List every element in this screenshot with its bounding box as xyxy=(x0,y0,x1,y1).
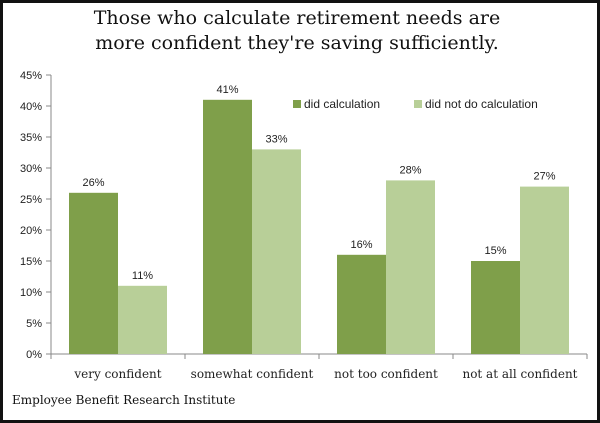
bar-did-calculation xyxy=(203,99,252,354)
data-label: 28% xyxy=(399,164,421,176)
legend-label: did not do calculation xyxy=(425,97,538,111)
bar-did-not-do-calculation xyxy=(252,149,301,354)
chart-title-line-2: more confident they're saving sufficient… xyxy=(95,32,499,54)
legend-swatch xyxy=(414,100,422,108)
bar-did-not-do-calculation xyxy=(386,180,435,354)
y-tick-label: 0% xyxy=(26,349,42,361)
data-label: 16% xyxy=(350,239,372,251)
y-tick-label: 15% xyxy=(20,256,42,268)
y-tick-label: 5% xyxy=(26,318,42,330)
y-tick-label: 30% xyxy=(20,163,42,175)
bar-did-calculation xyxy=(471,261,520,354)
legend-label: did calculation xyxy=(304,97,380,111)
bar-did-calculation xyxy=(69,192,118,354)
y-tick-label: 25% xyxy=(20,194,42,206)
bar-did-calculation xyxy=(337,254,386,354)
data-label: 11% xyxy=(132,270,153,282)
chart-title: Those who calculate retirement needs are… xyxy=(0,6,594,56)
y-tick-label: 40% xyxy=(20,101,42,113)
y-tick-label: 10% xyxy=(20,287,42,299)
data-label: 41% xyxy=(216,84,238,96)
bar-did-not-do-calculation xyxy=(118,285,167,354)
chart-title-line-1: Those who calculate retirement needs are xyxy=(93,7,501,29)
legend-swatch xyxy=(293,100,301,108)
x-category-label: not too confident xyxy=(334,367,438,381)
x-category-label: very confident xyxy=(73,367,161,381)
x-category-label: somewhat confident xyxy=(191,367,314,381)
source-note: Employee Benefit Research Institute xyxy=(12,393,236,407)
y-tick-label: 35% xyxy=(20,132,42,144)
y-tick-label: 45% xyxy=(20,70,42,82)
data-label: 26% xyxy=(82,177,104,189)
x-category-label: not at all confident xyxy=(462,367,577,381)
y-tick-label: 20% xyxy=(20,225,42,237)
bar-did-not-do-calculation xyxy=(520,186,569,354)
data-label: 15% xyxy=(484,245,506,257)
data-label: 27% xyxy=(533,171,555,183)
data-label: 33% xyxy=(265,133,287,145)
